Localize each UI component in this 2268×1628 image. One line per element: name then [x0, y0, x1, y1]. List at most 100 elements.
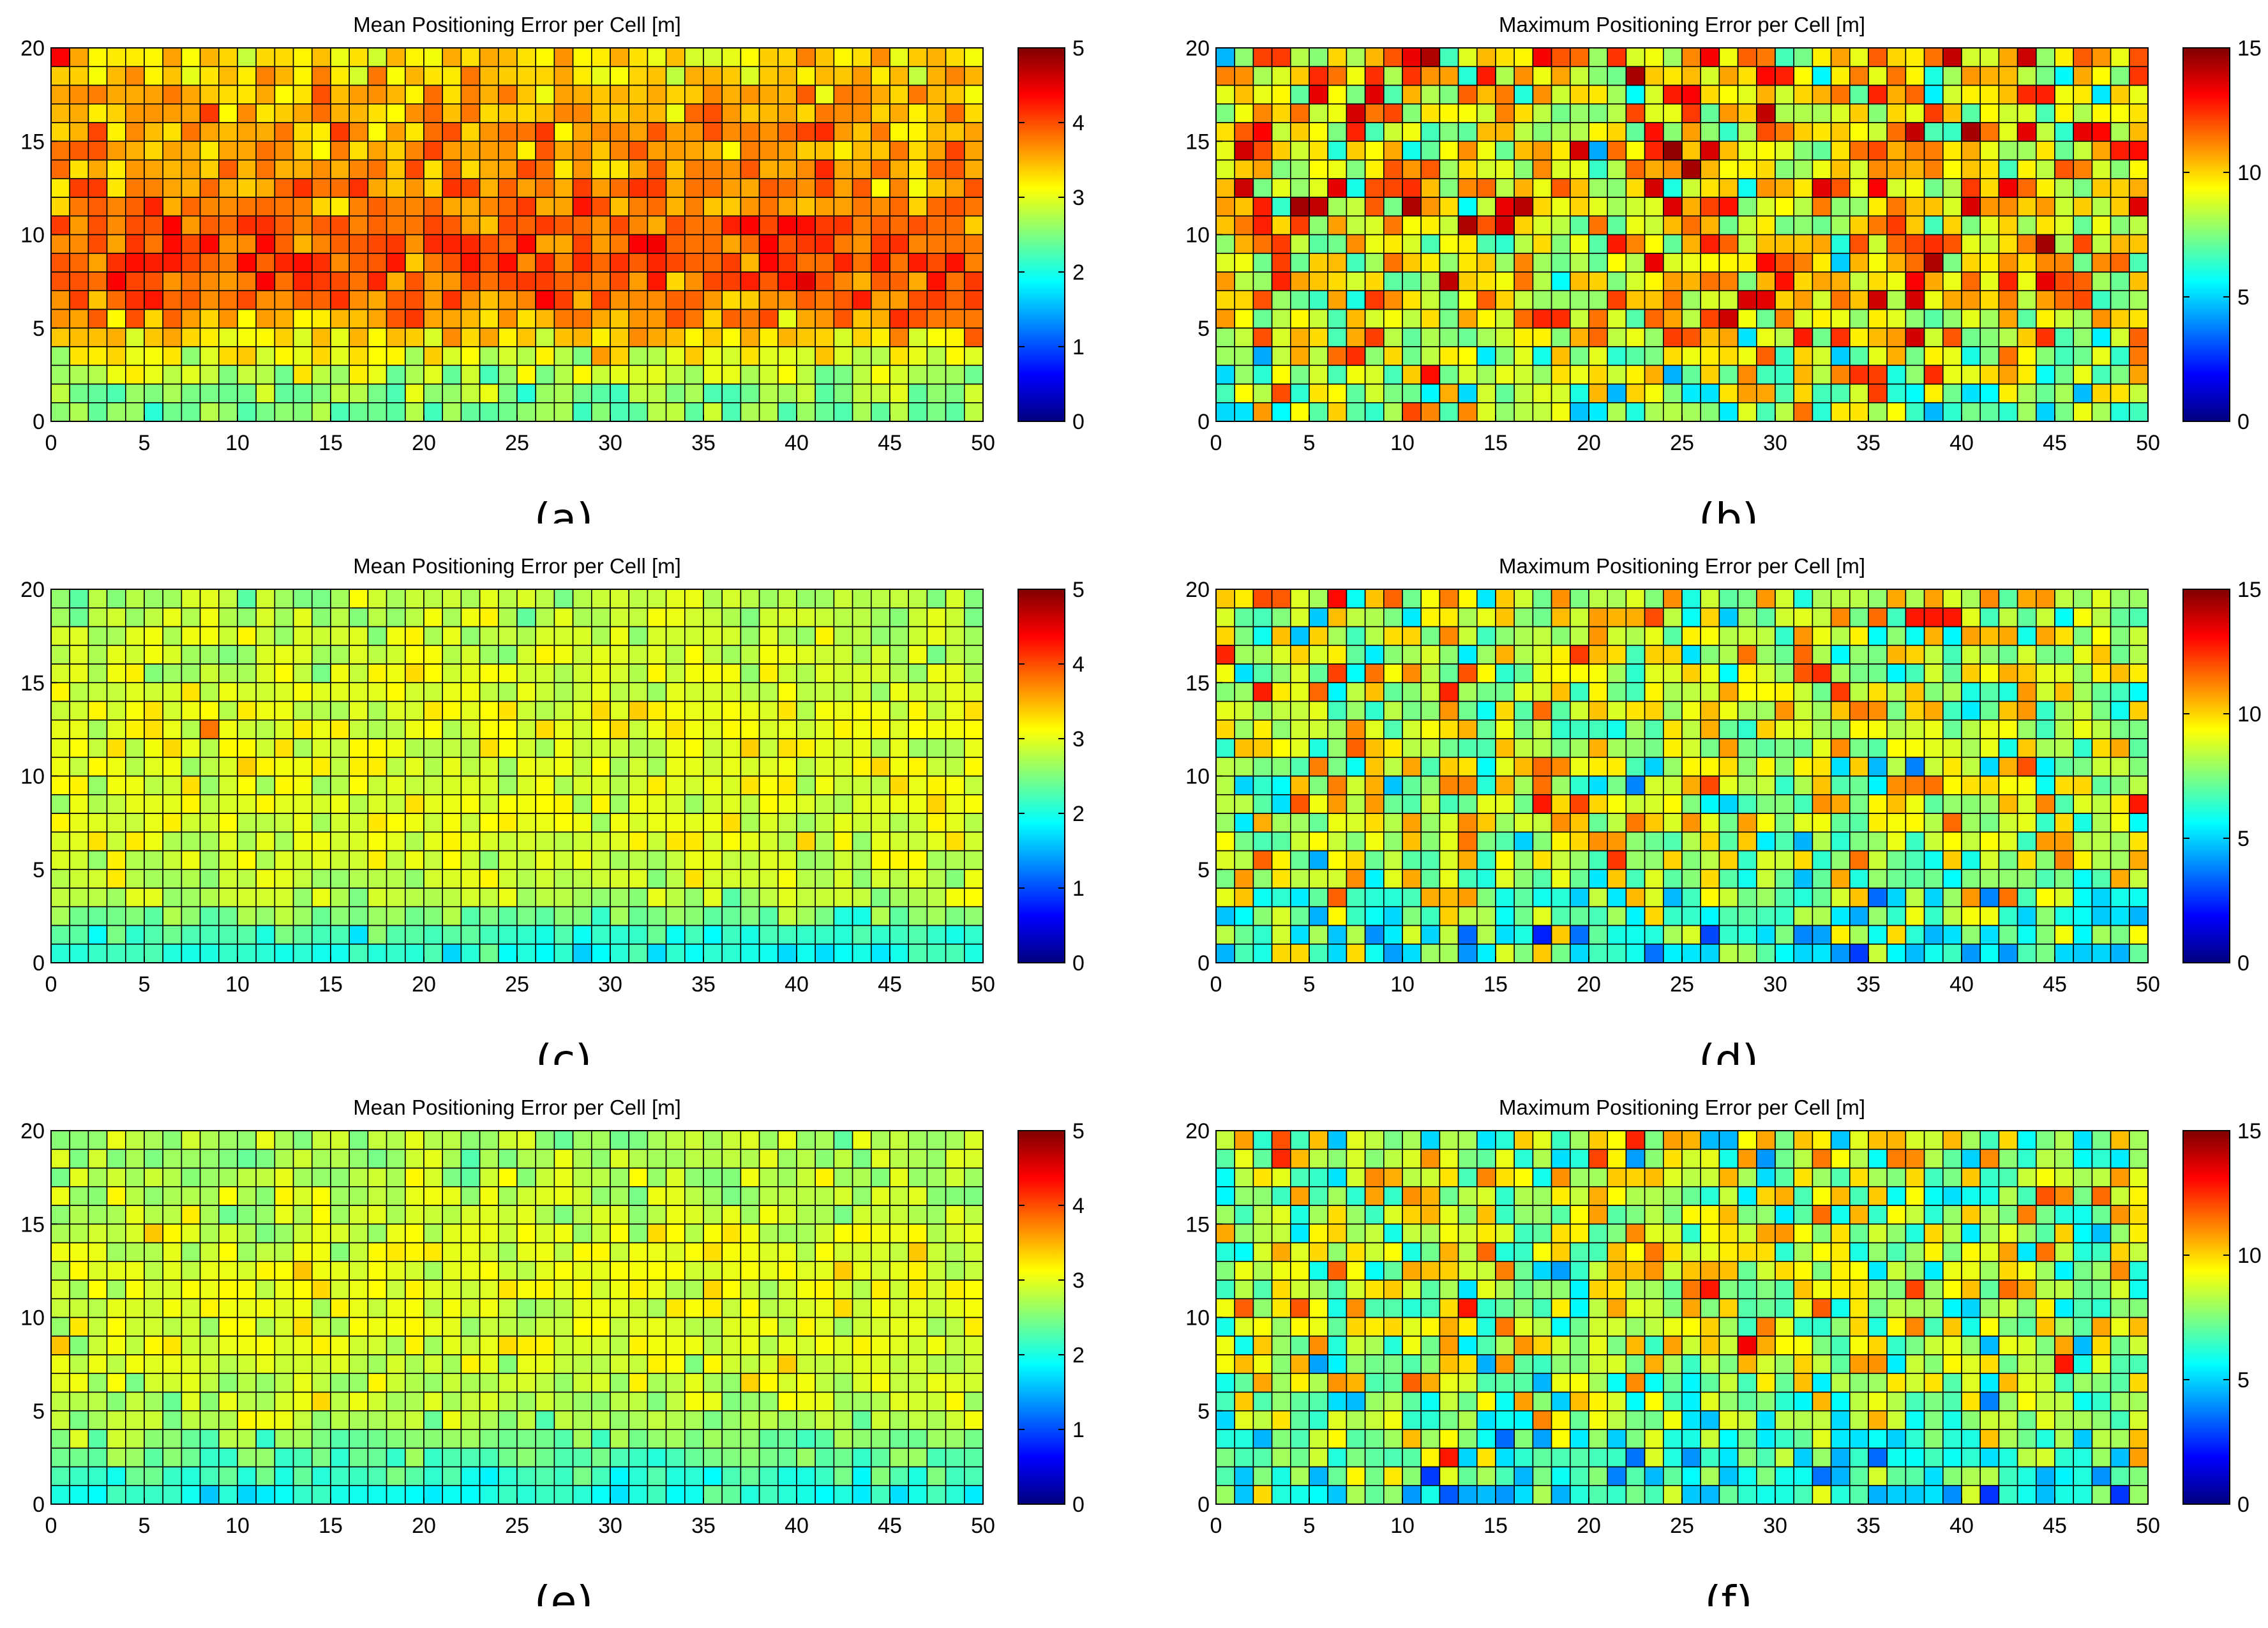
heatmap-cell: [199, 663, 220, 684]
heatmap-cell: [237, 831, 257, 852]
heatmap-cell: [2073, 177, 2093, 198]
heatmap-cell: [926, 177, 947, 198]
heatmap-cell: [367, 290, 387, 310]
heatmap-cell: [665, 346, 686, 366]
heatmap-cell: [945, 159, 965, 179]
heatmap-cell: [871, 589, 890, 609]
heatmap-cell: [181, 159, 201, 179]
heatmap-cell: [1868, 290, 1888, 310]
heatmap-cell: [1346, 159, 1366, 179]
heatmap-cell: [237, 719, 257, 739]
heatmap-cell: [1998, 757, 2018, 777]
heatmap-cell: [647, 775, 667, 795]
heatmap-cell: [908, 1429, 928, 1449]
heatmap-cell: [758, 365, 779, 385]
heatmap-cell: [442, 140, 462, 161]
heatmap-cell: [1681, 887, 1702, 908]
heatmap-cell: [479, 122, 499, 142]
heatmap-cell: [2073, 887, 2093, 908]
heatmap-cell: [1998, 663, 2018, 684]
heatmap-cell: [292, 1373, 313, 1393]
heatmap-cell: [516, 1260, 537, 1281]
heatmap-cell: [125, 177, 145, 198]
heatmap-cell: [721, 1429, 742, 1449]
heatmap-cell: [274, 887, 294, 908]
heatmap-cell: [1439, 924, 1459, 945]
heatmap-cell: [1718, 365, 1739, 385]
heatmap-cell: [50, 794, 71, 814]
heatmap-cell: [889, 1242, 910, 1262]
heatmap-cell: [1942, 700, 1962, 721]
x-tick-label: 15: [319, 431, 343, 455]
heatmap-cell: [50, 943, 71, 963]
heatmap-cell: [703, 1391, 723, 1412]
heatmap-cell: [2110, 402, 2130, 422]
heatmap-cell: [50, 1373, 71, 1393]
heatmap-cell: [386, 775, 406, 795]
heatmap-cell: [274, 197, 294, 217]
heatmap-cell: [703, 1260, 723, 1281]
heatmap-cell: [255, 234, 276, 254]
heatmap-cell: [516, 924, 537, 945]
heatmap-cell: [125, 607, 145, 628]
heatmap-cell: [2110, 66, 2130, 86]
heatmap-cell: [1718, 215, 1739, 236]
heatmap-cell: [926, 700, 947, 721]
heatmap-cell: [367, 663, 387, 684]
heatmap-cell: [255, 1354, 276, 1375]
heatmap-cell: [255, 140, 276, 161]
heatmap-cell: [2073, 607, 2093, 628]
heatmap-cell: [330, 365, 350, 385]
heatmap-cell: [590, 868, 611, 889]
heatmap-cell: [703, 757, 723, 777]
heatmap-cell: [684, 589, 704, 609]
heatmap-cell: [908, 1279, 928, 1300]
heatmap-cell: [1998, 607, 2018, 628]
heatmap-cell: [684, 1410, 704, 1430]
heatmap-cell: [125, 197, 145, 217]
heatmap-cell: [1979, 813, 2000, 833]
heatmap-cell: [255, 84, 276, 105]
heatmap-cell: [1476, 177, 1496, 198]
heatmap-cell: [516, 719, 537, 739]
heatmap-cell: [404, 271, 424, 292]
heatmap-cell: [497, 775, 518, 795]
heatmap-cell: [1439, 234, 1459, 254]
heatmap-cell: [1234, 159, 1254, 179]
heatmap-cell: [367, 775, 387, 795]
heatmap-cell: [1923, 234, 1944, 254]
heatmap-cell: [1476, 402, 1496, 422]
x-tick-label: 35: [1856, 972, 1881, 997]
heatmap-cell: [255, 271, 276, 292]
heatmap-cell: [1886, 626, 1907, 646]
heatmap-cell: [1495, 831, 1515, 852]
heatmap-cell: [1290, 84, 1310, 105]
heatmap-cell: [1923, 719, 1944, 739]
heatmap-cell: [311, 308, 331, 329]
heatmap-cell: [1271, 365, 1291, 385]
heatmap-cell: [889, 1447, 910, 1468]
heatmap-cell: [1905, 122, 1925, 142]
heatmap-cell: [199, 700, 220, 721]
heatmap-cell: [1364, 589, 1385, 609]
heatmap-cell: [2016, 850, 2037, 870]
heatmap-cell: [1290, 215, 1310, 236]
heatmap-cell: [87, 346, 108, 366]
heatmap-cell: [1793, 383, 1814, 403]
heatmap-cell: [1961, 868, 1981, 889]
heatmap-cell: [1215, 924, 1236, 945]
heatmap-cell: [50, 365, 71, 385]
heatmap-cell: [1588, 122, 1609, 142]
heatmap-cell: [964, 1466, 984, 1486]
heatmap-cell: [479, 682, 499, 702]
heatmap-cell: [367, 850, 387, 870]
heatmap-cell: [703, 794, 723, 814]
heatmap-cell: [926, 290, 947, 310]
heatmap-cell: [758, 346, 779, 366]
heatmap-cell: [479, 906, 499, 926]
heatmap-cell: [1607, 607, 1627, 628]
heatmap-cell: [1420, 402, 1441, 422]
heatmap-cell: [1886, 887, 1907, 908]
heatmap-cell: [1905, 700, 1925, 721]
heatmap-cell: [87, 252, 108, 273]
